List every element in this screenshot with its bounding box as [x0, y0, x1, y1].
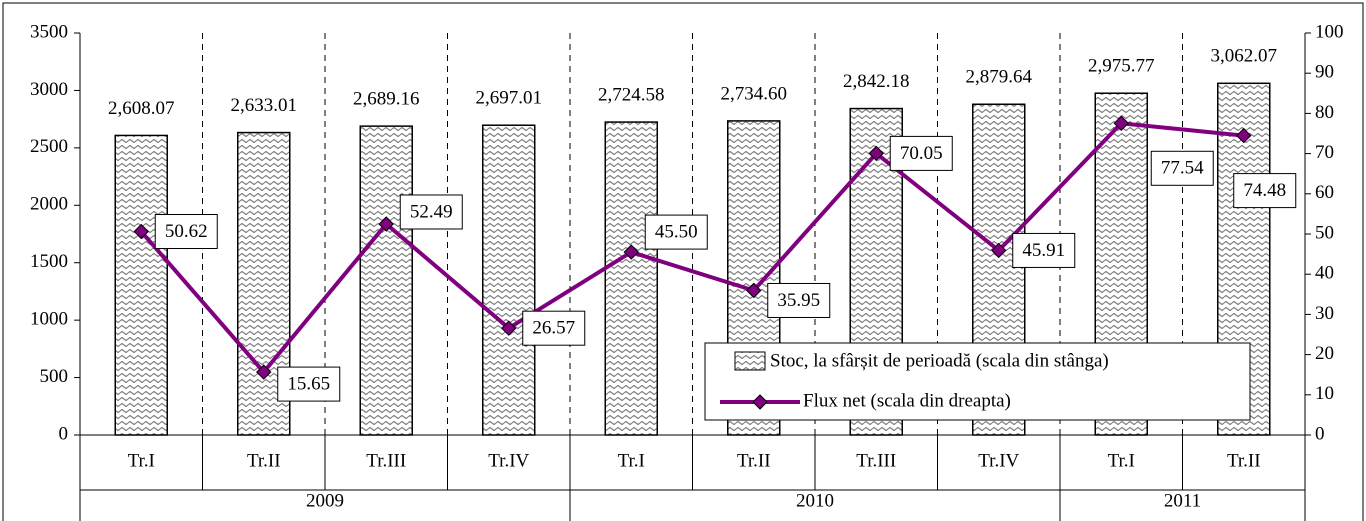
bar-value-label: 2,689.16 — [353, 88, 420, 109]
bar — [359, 125, 413, 436]
bar-value-label: 2,724.58 — [598, 84, 665, 105]
bar-value-label: 2,697.01 — [476, 88, 543, 109]
x-tick-label: Tr.I — [1108, 450, 1135, 471]
line-value-label: 26.57 — [532, 318, 575, 339]
line-value-label: 45.50 — [655, 221, 698, 242]
value-label-box — [154, 214, 218, 250]
y2-tick-label: 20 — [1315, 343, 1334, 364]
value-label-box — [644, 214, 708, 250]
group-label: 2011 — [1164, 490, 1201, 511]
y2-tick-label: 70 — [1315, 142, 1334, 163]
bar-value-label: 2,842.18 — [843, 71, 910, 92]
group-label: 2009 — [306, 490, 344, 511]
marker — [501, 320, 517, 336]
value-label-box — [1150, 150, 1214, 186]
legend-swatch — [734, 351, 766, 371]
legend-marker — [752, 394, 768, 410]
group-label: 2010 — [796, 490, 834, 511]
bar-value-label: 2,879.64 — [966, 67, 1033, 88]
bar — [114, 134, 168, 436]
y-tick-label: 2500 — [30, 136, 68, 157]
line-value-label: 50.62 — [165, 221, 208, 242]
line-value-label: 70.05 — [900, 143, 943, 164]
y-tick-label: 0 — [59, 423, 69, 444]
line-value-label: 77.54 — [1161, 158, 1204, 179]
bar — [482, 124, 536, 436]
x-tick-label: Tr.II — [247, 450, 281, 471]
line-value-label: 74.48 — [1243, 180, 1286, 201]
bar-value-label: 3,062.07 — [1211, 46, 1278, 67]
bar-value-label: 2,608.07 — [108, 98, 175, 119]
y-tick-label: 3000 — [30, 79, 68, 100]
y2-tick-label: 0 — [1315, 423, 1325, 444]
x-tick-label: Tr.III — [856, 450, 896, 471]
marker — [378, 216, 394, 232]
bar-value-label: 2,975.77 — [1088, 56, 1155, 77]
y2-tick-label: 30 — [1315, 303, 1334, 324]
x-tick-label: Tr.III — [366, 450, 406, 471]
marker — [991, 242, 1007, 259]
marker — [1236, 127, 1252, 144]
y-tick-label: 2000 — [30, 194, 68, 215]
x-tick-label: Tr.II — [737, 450, 771, 471]
x-tick-label: Tr.II — [1227, 450, 1261, 471]
legend-label: Stoc, la sfârșit de perioadă (scala din … — [770, 350, 1109, 371]
y2-tick-label: 40 — [1315, 263, 1334, 284]
line — [139, 121, 1244, 376]
value-label-box — [522, 310, 586, 346]
value-label-box — [889, 135, 953, 171]
bar-value-label: 2,734.60 — [721, 83, 788, 104]
bar — [604, 121, 658, 436]
line-value-label: 45.91 — [1022, 240, 1065, 261]
x-tick-label: Tr.I — [618, 450, 645, 471]
y2-tick-label: 10 — [1315, 383, 1334, 404]
marker — [746, 282, 762, 299]
line-value-label: 52.49 — [410, 201, 453, 222]
marker — [623, 244, 639, 260]
line-value-label: 35.95 — [777, 290, 820, 311]
value-label-box — [277, 366, 341, 402]
legend — [704, 342, 1251, 421]
y-tick-label: 3500 — [30, 21, 68, 42]
x-tick-label: Tr.IV — [978, 450, 1019, 471]
marker — [133, 223, 149, 240]
marker — [256, 364, 272, 380]
legend-label: Flux net (scala din dreapta) — [803, 390, 1011, 411]
y2-tick-label: 100 — [1315, 21, 1344, 42]
y2-tick-label: 50 — [1315, 222, 1334, 243]
y-tick-label: 1000 — [30, 309, 68, 330]
y2-tick-label: 60 — [1315, 182, 1334, 203]
y-tick-label: 500 — [40, 366, 69, 387]
marker — [1113, 115, 1129, 131]
y2-tick-label: 80 — [1315, 102, 1334, 123]
y-tick-label: 1500 — [30, 251, 68, 272]
x-tick-label: Tr.I — [128, 450, 155, 471]
value-label-box — [1012, 232, 1076, 268]
value-label-box — [767, 282, 831, 318]
value-label-box — [399, 194, 463, 230]
y2-tick-label: 90 — [1315, 62, 1334, 83]
line-value-label: 15.65 — [287, 373, 330, 394]
x-tick-label: Tr.IV — [488, 450, 529, 471]
marker — [868, 145, 884, 162]
value-label-box — [1233, 173, 1297, 209]
bar-value-label: 2,633.01 — [231, 95, 298, 116]
